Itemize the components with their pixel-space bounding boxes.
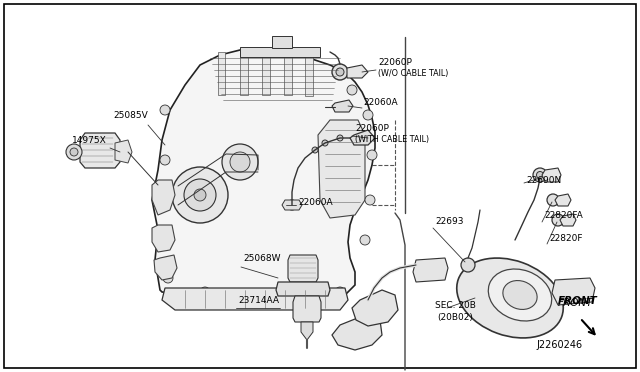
Text: 14975X: 14975X [72,136,107,145]
Circle shape [70,148,78,156]
Polygon shape [272,36,292,48]
Circle shape [265,293,275,303]
Polygon shape [305,53,313,96]
Circle shape [160,105,170,115]
Text: 22690N: 22690N [526,176,561,185]
Polygon shape [282,200,302,210]
Circle shape [367,150,377,160]
Circle shape [336,68,344,76]
Circle shape [337,135,343,141]
Polygon shape [115,140,132,163]
Text: FRONT: FRONT [558,296,598,306]
Circle shape [332,64,348,80]
Text: 25068W: 25068W [243,254,280,263]
Polygon shape [152,48,375,300]
Circle shape [552,214,564,226]
Text: 22060P: 22060P [355,124,389,133]
Polygon shape [152,225,175,252]
Polygon shape [301,322,313,340]
Circle shape [547,194,559,206]
Circle shape [230,152,250,172]
Polygon shape [276,282,330,296]
Polygon shape [262,49,270,95]
Polygon shape [352,290,398,326]
Polygon shape [288,255,318,282]
Circle shape [222,144,258,180]
Circle shape [194,189,206,201]
Text: FRONT: FRONT [558,298,593,308]
Circle shape [312,147,318,153]
Text: 25085V: 25085V [113,111,148,120]
Text: 22820FA: 22820FA [544,211,583,220]
Circle shape [200,287,210,297]
Polygon shape [293,296,321,322]
Polygon shape [350,130,375,145]
Text: 22060A: 22060A [363,98,397,107]
Circle shape [536,171,543,179]
Polygon shape [347,65,368,78]
Circle shape [160,235,170,245]
Text: (WITH CABLE TAIL): (WITH CABLE TAIL) [355,135,429,144]
Circle shape [300,293,310,303]
Circle shape [365,195,375,205]
Circle shape [533,168,547,182]
Circle shape [347,85,357,95]
Polygon shape [240,47,320,57]
Text: 22820F: 22820F [549,234,582,243]
Text: 22060P: 22060P [378,58,412,67]
Text: J2260246: J2260246 [536,340,582,350]
Polygon shape [162,288,348,310]
Circle shape [235,290,245,300]
Circle shape [160,195,170,205]
Circle shape [360,235,370,245]
Text: SEC. 20B: SEC. 20B [435,301,476,310]
Polygon shape [332,315,382,350]
Polygon shape [552,278,595,305]
Circle shape [363,110,373,120]
Polygon shape [542,168,561,182]
Polygon shape [154,255,177,280]
Polygon shape [318,120,365,218]
Circle shape [461,258,475,272]
Polygon shape [413,258,448,282]
Circle shape [322,140,328,146]
Polygon shape [284,50,292,95]
Polygon shape [555,194,571,206]
Text: (W/O CABLE TAIL): (W/O CABLE TAIL) [378,69,449,78]
Text: 22693: 22693 [435,217,463,226]
Ellipse shape [503,280,537,310]
Polygon shape [80,133,120,168]
Circle shape [160,155,170,165]
Circle shape [163,273,173,283]
Circle shape [287,200,297,210]
Polygon shape [332,100,353,112]
Polygon shape [218,52,225,95]
Ellipse shape [457,258,563,338]
Text: 23714AA: 23714AA [238,296,279,305]
Circle shape [172,167,228,223]
Circle shape [335,287,345,297]
Polygon shape [240,50,248,95]
Circle shape [66,144,82,160]
Circle shape [184,179,216,211]
Ellipse shape [488,269,552,321]
Polygon shape [560,214,576,226]
Text: (20B02): (20B02) [437,313,473,322]
Polygon shape [152,180,175,215]
Text: 22060A: 22060A [298,198,333,207]
